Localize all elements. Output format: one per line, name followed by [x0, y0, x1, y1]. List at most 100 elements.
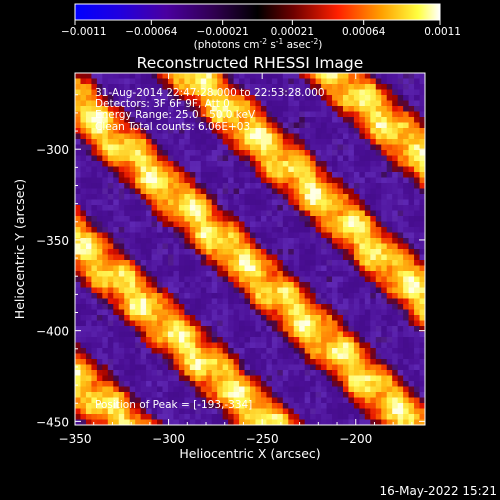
heatmap-cell: [321, 183, 328, 190]
heatmap-cell: [80, 133, 87, 140]
heatmap-cell: [118, 309, 125, 316]
heatmap-cell: [233, 304, 240, 311]
heatmap-cell: [146, 144, 153, 151]
heatmap-cell: [244, 221, 251, 228]
heatmap-cell: [342, 309, 350, 316]
heatmap-cell: [96, 282, 103, 289]
heatmap-cell: [244, 238, 251, 245]
heatmap-cell: [321, 194, 328, 201]
heatmap-cell: [85, 73, 93, 80]
heatmap-cell: [200, 144, 207, 151]
heatmap-cell: [299, 89, 306, 96]
heatmap-cell: [162, 221, 169, 228]
heatmap-cell: [304, 271, 311, 278]
heatmap-cell: [151, 177, 158, 184]
heatmap-cell: [337, 331, 344, 338]
heatmap-cell: [392, 139, 399, 146]
heatmap-cell: [113, 232, 120, 239]
heatmap-cell: [135, 304, 142, 311]
heatmap-cell: [217, 392, 224, 399]
heatmap-cell: [304, 364, 311, 371]
heatmap-cell: [321, 392, 328, 399]
heatmap-cell: [151, 370, 158, 377]
heatmap-cell: [233, 414, 240, 421]
heatmap-cell: [414, 326, 421, 333]
heatmap-cell: [178, 238, 185, 245]
heatmap-cell: [359, 155, 366, 162]
heatmap-cell: [304, 188, 311, 195]
heatmap-cell: [75, 205, 82, 212]
heatmap-cell: [85, 287, 93, 294]
heatmap-cell: [189, 293, 196, 300]
heatmap-cell: [282, 326, 289, 333]
heatmap-cell: [239, 408, 246, 415]
heatmap-cell: [266, 397, 273, 404]
heatmap-cell: [381, 309, 388, 316]
heatmap-cell: [282, 95, 289, 102]
heatmap-cell: [113, 282, 120, 289]
heatmap-cell: [91, 172, 98, 179]
heatmap-cell: [206, 177, 213, 184]
heatmap-cell: [124, 117, 131, 124]
heatmap-cell: [184, 243, 191, 250]
heatmap-cell: [381, 172, 388, 179]
heatmap-cell: [91, 150, 98, 157]
heatmap-cell: [85, 254, 93, 261]
heatmap-cell: [277, 227, 284, 234]
heatmap-cell: [222, 95, 229, 102]
heatmap-cell: [304, 282, 311, 289]
heatmap-cell: [310, 172, 317, 179]
heatmap-cell: [151, 397, 158, 404]
heatmap-cell: [359, 194, 366, 201]
heatmap-cell: [124, 364, 131, 371]
heatmap-cell: [397, 375, 404, 382]
heatmap-cell: [260, 227, 268, 234]
heatmap-cell: [359, 320, 366, 327]
heatmap-cell: [392, 282, 399, 289]
heatmap-cell: [184, 320, 191, 327]
heatmap-cell: [85, 84, 93, 91]
heatmap-cell: [282, 227, 289, 234]
heatmap-cell: [266, 282, 273, 289]
heatmap-cell: [135, 177, 142, 184]
heatmap-cell: [419, 161, 425, 168]
heatmap-cell: [364, 320, 371, 327]
heatmap-cell: [332, 73, 339, 80]
heatmap-cell: [239, 232, 246, 239]
heatmap-cell: [118, 282, 125, 289]
heatmap-cell: [228, 172, 235, 179]
heatmap-cell: [348, 78, 355, 85]
heatmap-cell: [222, 287, 229, 294]
heatmap-cell: [80, 304, 87, 311]
heatmap-cell: [239, 111, 246, 118]
heatmap-cell: [386, 326, 393, 333]
heatmap-cell: [299, 84, 306, 91]
heatmap-cell: [178, 232, 185, 239]
heatmap-cell: [91, 375, 98, 382]
heatmap-cell: [348, 155, 355, 162]
heatmap-cell: [288, 271, 295, 278]
heatmap-cell: [250, 419, 257, 425]
heatmap-cell: [381, 221, 388, 228]
heatmap-cell: [206, 386, 213, 393]
heatmap-cell: [162, 150, 169, 157]
heatmap-cell: [288, 89, 295, 96]
heatmap-cell: [304, 232, 311, 239]
heatmap-cell: [80, 359, 87, 366]
heatmap-cell: [337, 111, 344, 118]
heatmap-cell: [293, 221, 300, 228]
heatmap-cell: [200, 282, 207, 289]
heatmap-cell: [408, 254, 415, 261]
heatmap-cell: [124, 194, 131, 201]
heatmap-cell: [173, 183, 180, 190]
heatmap-cell: [162, 128, 169, 135]
heatmap-cell: [419, 238, 425, 245]
heatmap-cell: [271, 144, 278, 151]
heatmap-cell: [162, 139, 169, 146]
heatmap-cell: [342, 128, 350, 135]
heatmap-cell: [146, 381, 153, 388]
heatmap-cell: [315, 408, 322, 415]
heatmap-cell: [315, 254, 322, 261]
heatmap-cell: [107, 89, 114, 96]
heatmap-cell: [75, 139, 82, 146]
